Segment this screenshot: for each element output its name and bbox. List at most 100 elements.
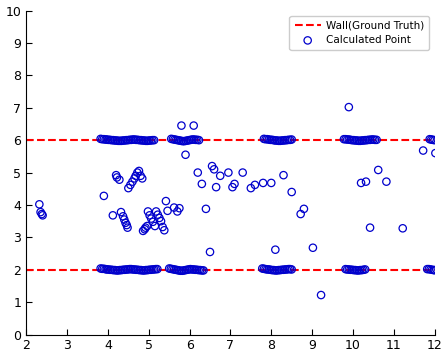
Point [125,267,132,272]
Point [154,266,161,272]
Point [184,267,191,273]
Calculated Point [195,137,202,143]
Point [288,189,295,195]
Point [375,167,382,173]
Point [177,268,184,274]
Point [355,267,362,273]
Point [111,267,118,273]
Point [366,225,374,231]
Point [134,170,141,175]
Point [151,267,158,272]
Point [187,266,194,272]
Calculated Point [120,137,127,143]
Calculated Point [107,137,114,143]
Point [202,206,210,212]
Calculated Point [149,137,156,143]
Point [113,175,121,180]
Calculated Point [428,137,435,142]
Point [116,267,123,273]
Point [300,206,307,212]
Calculated Point [103,137,110,142]
Point [277,267,284,273]
Point [430,267,437,273]
Point [129,179,136,184]
Point [131,175,138,181]
Calculated Point [174,137,181,143]
Point [270,267,277,273]
Point [198,267,206,273]
Calculated Point [352,137,359,143]
Point [267,267,274,273]
Point [275,267,282,273]
Point [358,180,365,186]
Calculated Point [265,137,272,142]
Point [151,223,159,229]
Calculated Point [345,137,353,142]
Point [383,179,390,184]
Point [97,266,104,271]
Calculated Point [340,136,348,142]
Point [425,266,432,272]
Point [39,213,46,218]
Calculated Point [116,138,123,144]
Point [120,267,127,273]
Point [148,216,155,222]
Calculated Point [151,137,158,143]
Point [399,226,406,231]
Point [174,267,181,273]
Calculated Point [141,137,148,143]
Calculated Point [272,137,279,143]
Calculated Point [194,137,201,143]
Calculated Point [100,136,108,142]
Point [432,150,439,156]
Point [139,175,146,181]
Calculated Point [172,137,180,143]
Point [345,104,353,110]
Point [141,267,148,273]
Point [350,267,358,273]
Calculated Point [275,138,282,144]
Point [262,266,269,272]
Calculated Point [168,136,175,142]
Calculated Point [171,137,178,142]
Point [154,212,161,218]
Point [144,209,151,214]
Calculated Point [115,138,122,144]
Point [169,266,176,272]
Point [37,209,44,215]
Calculated Point [102,137,109,142]
Calculated Point [353,137,361,143]
Calculated Point [360,137,367,143]
Calculated Point [139,137,146,143]
Point [281,267,289,272]
Point [142,267,150,273]
Calculated Point [280,137,287,143]
Point [156,215,163,221]
Calculated Point [113,137,120,143]
Calculated Point [347,137,354,143]
Calculated Point [108,137,115,143]
Calculated Point [144,138,151,144]
Point [268,267,276,273]
Point [190,123,197,129]
Point [152,266,159,272]
Point [280,267,287,273]
Point [309,245,316,251]
Point [171,205,178,211]
Calculated Point [134,137,141,143]
Calculated Point [189,137,196,142]
Calculated Point [131,137,138,142]
Calculated Point [128,137,135,143]
Point [139,267,146,273]
Point [157,218,164,224]
Calculated Point [260,136,267,142]
Point [362,179,370,184]
Calculated Point [192,137,199,143]
Point [172,267,179,273]
Point [251,182,258,188]
Point [137,173,144,179]
Point [115,267,122,273]
Point [362,267,369,272]
Point [38,211,45,217]
Point [197,267,204,273]
